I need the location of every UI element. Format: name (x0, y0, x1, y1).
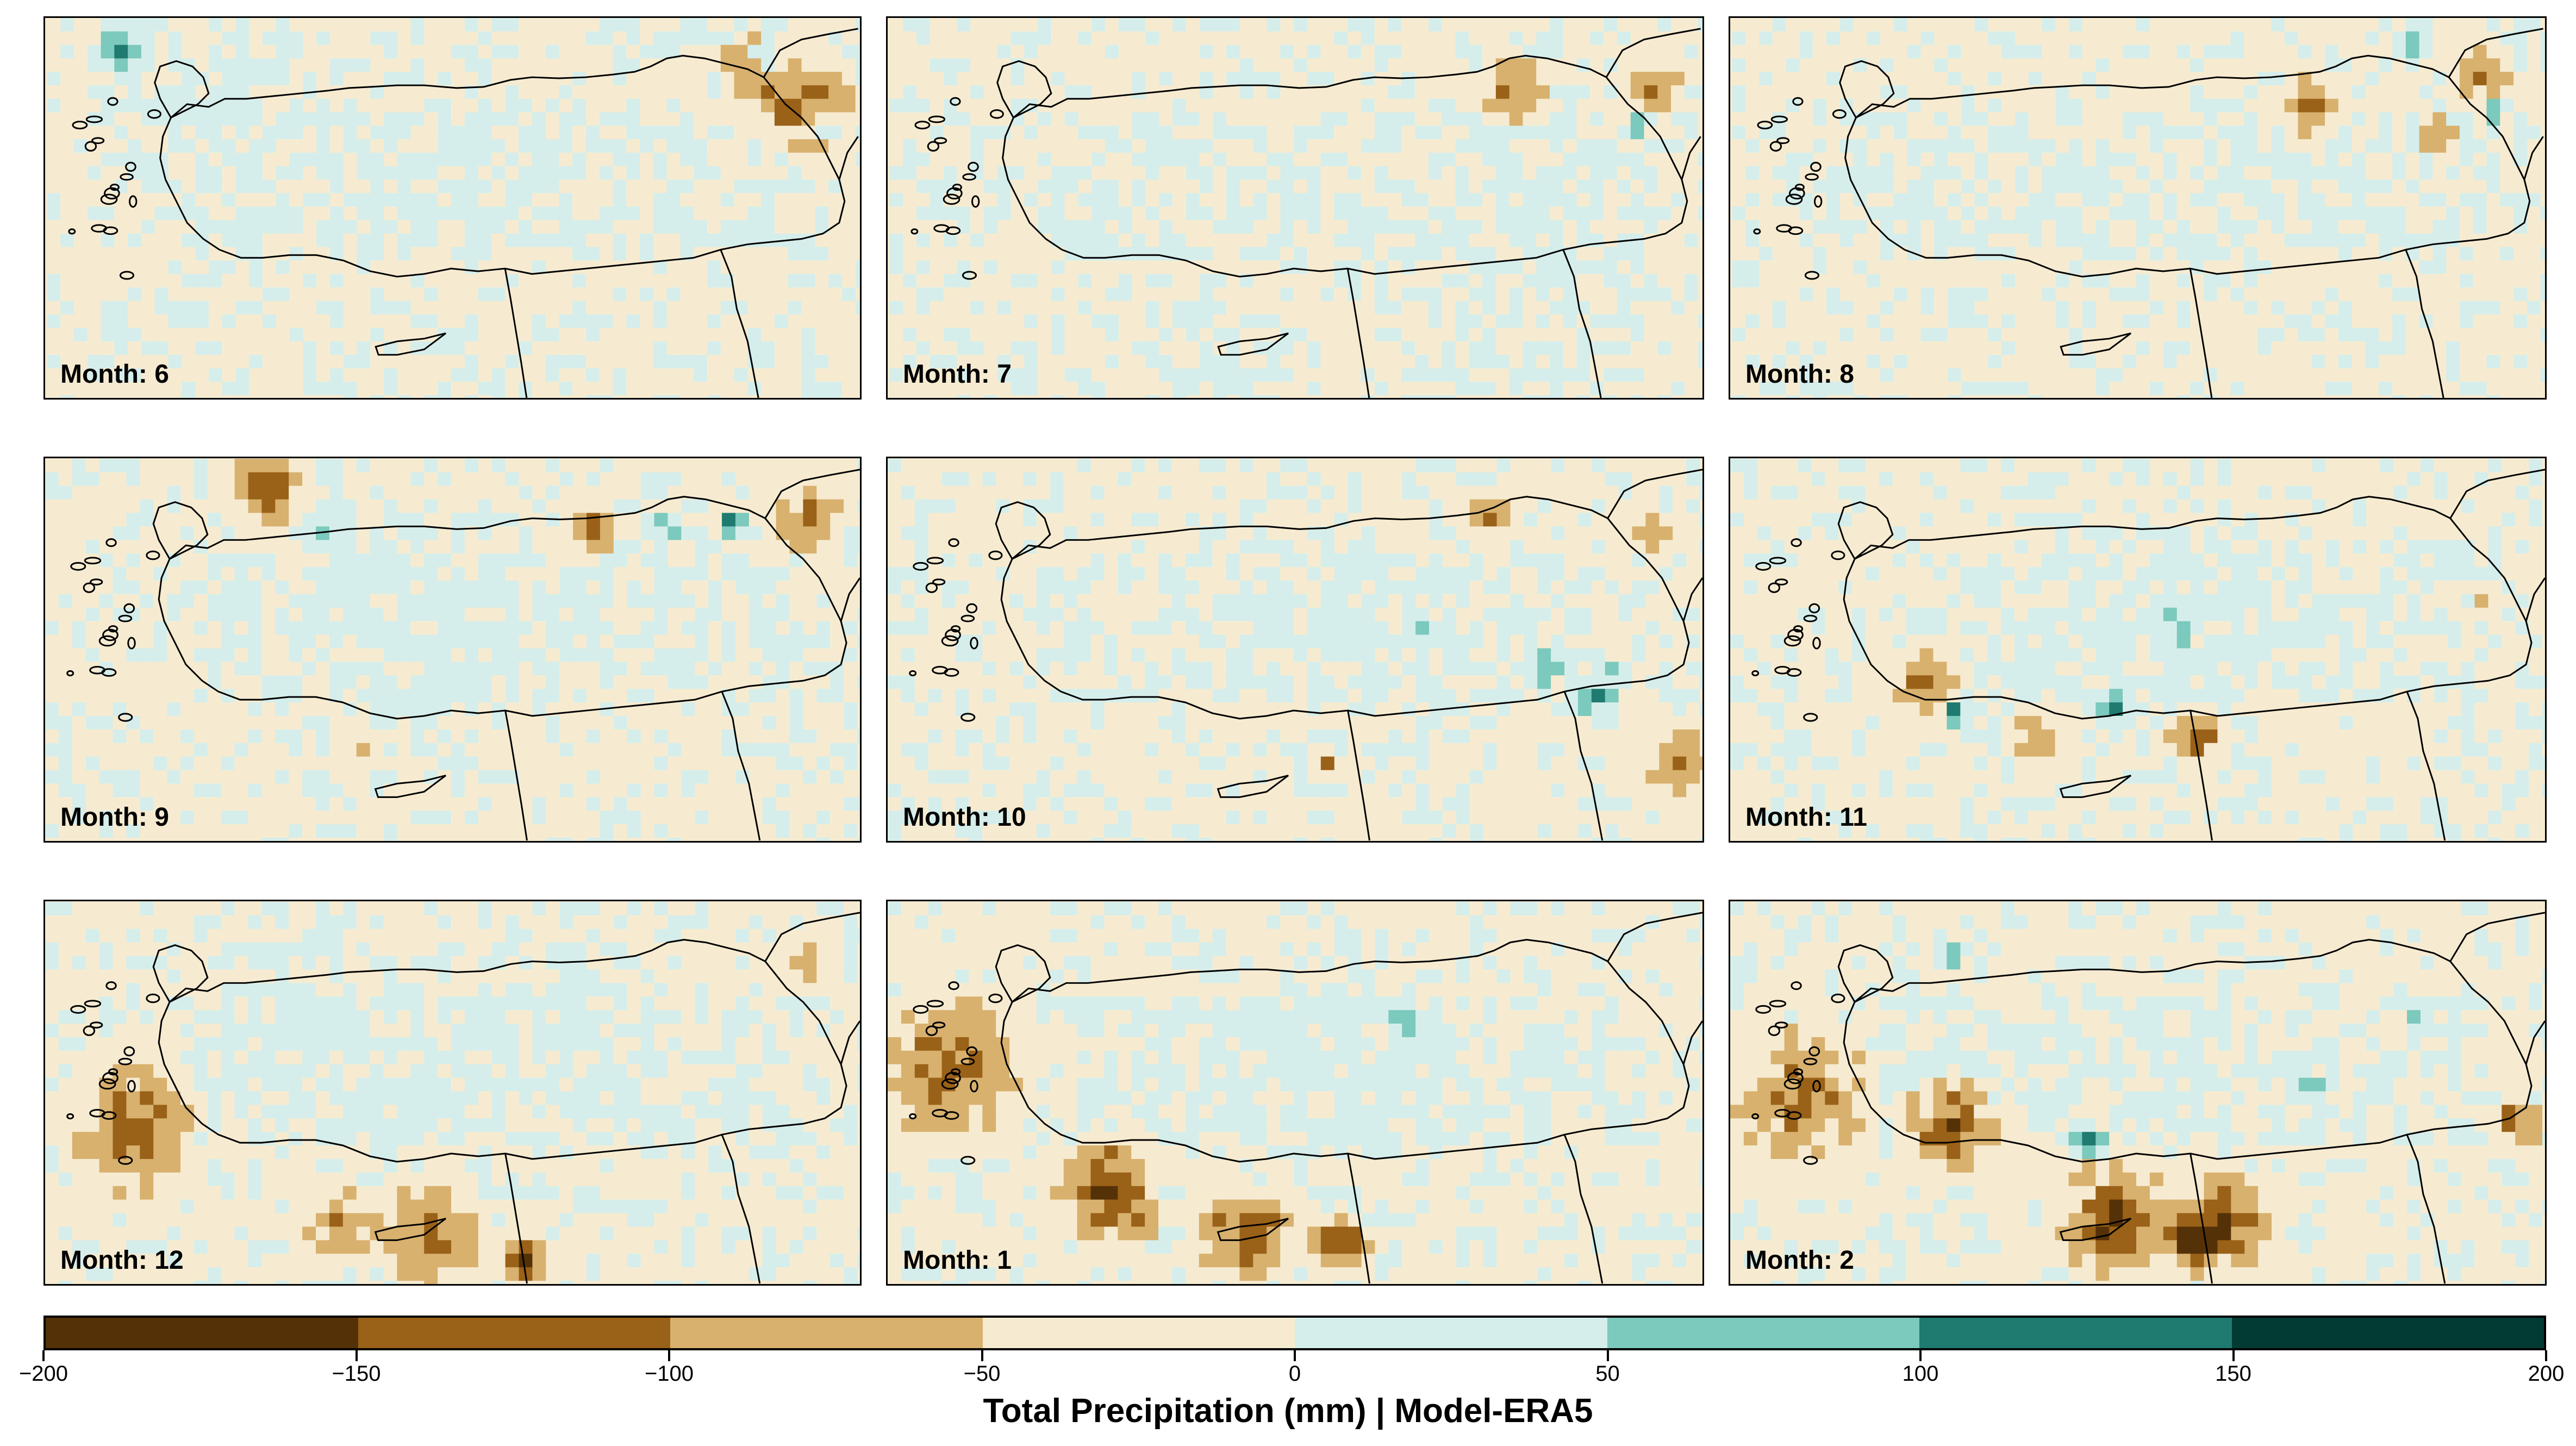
precip-grid (1732, 18, 2545, 398)
colorbar-bin (2231, 1318, 2544, 1348)
colorbar-tick-label: −50 (963, 1362, 1001, 1386)
colorbar-bin (1919, 1318, 2232, 1348)
map-panel-month-2: Month: 2 (1729, 900, 2547, 1286)
coastlines-and-borders (910, 28, 1701, 398)
colorbar-tick-label: 100 (1902, 1362, 1939, 1386)
colorbar-tick (2545, 1350, 2547, 1361)
panel-label: Month: 11 (1745, 803, 1867, 832)
precip-grid (45, 458, 860, 841)
map-panel-month-6: Month: 6 (43, 16, 862, 400)
colorbar-tick-label: −200 (18, 1362, 68, 1386)
coastlines-and-borders (1751, 912, 2545, 1284)
precip-grid (47, 18, 860, 398)
map-canvas (1730, 901, 2545, 1284)
colorbar-bin (46, 1318, 358, 1348)
precip-grid (1730, 901, 2545, 1284)
colorbar-tick (981, 1350, 983, 1361)
map-canvas (889, 18, 1702, 398)
coastlines-and-borders (66, 912, 860, 1284)
panel-label: Month: 1 (903, 1246, 1012, 1275)
colorbar-title: Total Precipitation (mm) | Model-ERA5 (983, 1392, 1593, 1430)
colorbar-tick (1606, 1350, 1609, 1361)
precip-grid (889, 18, 1702, 398)
colorbar-bin (670, 1318, 983, 1348)
precip-grid (45, 901, 860, 1284)
map-canvas (1732, 18, 2545, 398)
map-canvas (1730, 458, 2545, 841)
map-canvas (888, 458, 1702, 841)
coastlines-and-borders (68, 28, 859, 398)
map-canvas (45, 458, 860, 841)
colorbar-tick (355, 1350, 358, 1361)
panel-label: Month: 7 (903, 360, 1012, 389)
coastlines-and-borders (909, 912, 1702, 1284)
panel-label: Month: 6 (60, 360, 169, 389)
colorbar-tick (1294, 1350, 1296, 1361)
panel-label: Month: 8 (1745, 360, 1854, 389)
precip-grid (888, 901, 1702, 1284)
map-panel-month-8: Month: 8 (1729, 16, 2547, 400)
colorbar-bin (1607, 1318, 1919, 1348)
colorbar-tick-label: 0 (1288, 1362, 1301, 1386)
colorbar-tick-label: 150 (2215, 1362, 2251, 1386)
panel-label: Month: 12 (60, 1246, 184, 1275)
colorbar-tick-label: −150 (332, 1362, 381, 1386)
map-canvas (45, 901, 860, 1284)
map-canvas (47, 18, 860, 398)
panel-label: Month: 9 (60, 803, 169, 832)
map-canvas (888, 901, 1702, 1284)
colorbar-tick (668, 1350, 670, 1361)
colorbar (43, 1316, 2546, 1350)
precip-grid (888, 458, 1702, 841)
map-panel-month-12: Month: 12 (43, 900, 862, 1286)
colorbar-bin (1295, 1318, 1607, 1348)
map-panel-month-1: Month: 1 (886, 900, 1704, 1286)
coastlines-and-borders (66, 469, 860, 841)
map-panel-month-10: Month: 10 (886, 457, 1704, 843)
coastlines-and-borders (909, 469, 1702, 841)
colorbar-tick (1919, 1350, 1922, 1361)
colorbar-tick (2232, 1350, 2235, 1361)
colorbar-tick-label: −100 (644, 1362, 694, 1386)
map-panel-month-9: Month: 9 (43, 457, 862, 843)
panel-label: Month: 2 (1745, 1246, 1854, 1275)
coastlines-and-borders (1753, 28, 2544, 398)
colorbar-bin (358, 1318, 670, 1348)
colorbar-tick-label: 50 (1595, 1362, 1620, 1386)
colorbar-bin (982, 1318, 1295, 1348)
map-panel-month-7: Month: 7 (886, 16, 1704, 400)
map-panel-month-11: Month: 11 (1729, 457, 2547, 843)
colorbar-tick (42, 1350, 45, 1361)
coastlines-and-borders (1751, 469, 2545, 841)
panel-label: Month: 10 (903, 803, 1026, 832)
precip-grid (1730, 458, 2545, 841)
colorbar-tick-label: 200 (2528, 1362, 2565, 1386)
